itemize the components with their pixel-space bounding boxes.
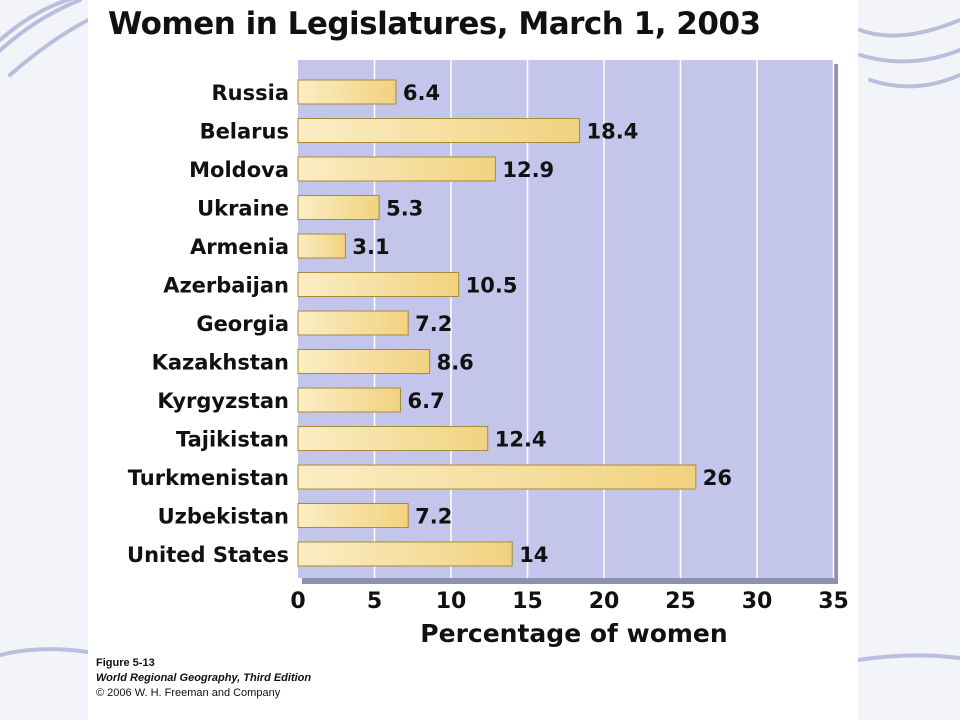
category-label-tajikistan: Tajikistan bbox=[176, 428, 289, 452]
x-tick-label-25: 25 bbox=[665, 589, 696, 614]
value-label-united-states: 14 bbox=[519, 543, 548, 567]
x-axis-label: Percentage of women bbox=[420, 619, 727, 648]
value-label-turkmenistan: 26 bbox=[703, 466, 732, 490]
x-tick-label-30: 30 bbox=[742, 589, 773, 614]
category-label-azerbaijan: Azerbaijan bbox=[163, 274, 289, 298]
gridlines bbox=[373, 60, 835, 578]
bar-kazakhstan bbox=[297, 349, 431, 374]
bar-tajikistan bbox=[297, 426, 489, 451]
category-label-ukraine: Ukraine bbox=[197, 197, 289, 221]
bar-armenia bbox=[297, 233, 346, 259]
bars bbox=[297, 79, 697, 567]
x-tick-label-10: 10 bbox=[436, 589, 467, 614]
value-label-azerbaijan: 10.5 bbox=[466, 274, 518, 298]
bar-kyrgyzstan bbox=[297, 387, 402, 413]
value-label-armenia: 3.1 bbox=[352, 235, 389, 259]
bar-uzbekistan bbox=[297, 503, 409, 528]
bar-united-states bbox=[297, 541, 513, 567]
category-label-turkmenistan: Turkmenistan bbox=[128, 466, 289, 490]
bar-russia bbox=[297, 79, 397, 105]
bar-chart: Russia Belarus Moldova Ukraine Armenia Azerba… bbox=[127, 60, 849, 648]
category-label-belarus: Belarus bbox=[200, 120, 289, 144]
x-tick-label-35: 35 bbox=[818, 589, 849, 614]
category-label-moldova: Moldova bbox=[189, 158, 289, 182]
category-label-kazakhstan: Kazakhstan bbox=[152, 351, 289, 375]
value-label-tajikistan: 12.4 bbox=[495, 428, 547, 452]
category-labels: Russia Belarus Moldova Ukraine Armenia Azerba… bbox=[127, 81, 289, 567]
bar-belarus bbox=[297, 118, 581, 143]
category-label-uzbekistan: Uzbekistan bbox=[158, 505, 289, 529]
value-label-ukraine: 5.3 bbox=[386, 197, 423, 221]
bar-moldova bbox=[297, 156, 496, 182]
figure-number: Figure 5-13 bbox=[96, 657, 155, 669]
value-label-georgia: 7.2 bbox=[415, 312, 452, 336]
value-label-belarus: 18.4 bbox=[587, 120, 639, 144]
x-tick-label-0: 0 bbox=[290, 589, 305, 614]
category-label-united-states: United States bbox=[127, 543, 289, 567]
bar-georgia bbox=[297, 310, 409, 336]
bar-azerbaijan bbox=[297, 272, 460, 297]
copyright: © 2006 W. H. Freeman and Company bbox=[96, 687, 281, 699]
book-title: World Regional Geography, Third Edition bbox=[96, 672, 312, 684]
x-tick-labels: 0 5 10 15 20 25 30 35 bbox=[290, 589, 848, 614]
bar-ukraine bbox=[297, 195, 380, 220]
x-tick-label-5: 5 bbox=[367, 589, 382, 614]
category-label-russia: Russia bbox=[212, 81, 290, 105]
x-tick-label-15: 15 bbox=[512, 589, 543, 614]
figure-credit: Figure 5-13 World Regional Geography, Th… bbox=[96, 656, 311, 701]
value-labels: 6.4 18.4 12.9 5.3 3.1 10.5 7.2 8.6 6.7 12.4 26 7.2 1… bbox=[352, 81, 732, 567]
category-label-georgia: Georgia bbox=[196, 312, 289, 336]
value-label-moldova: 12.9 bbox=[502, 158, 554, 182]
chart-title: Women in Legislatures, March 1, 2003 bbox=[108, 6, 761, 42]
bar-turkmenistan bbox=[297, 464, 697, 490]
value-label-uzbekistan: 7.2 bbox=[415, 505, 452, 529]
value-label-kyrgyzstan: 6.7 bbox=[408, 389, 445, 413]
category-label-armenia: Armenia bbox=[190, 235, 289, 259]
value-label-kazakhstan: 8.6 bbox=[437, 351, 474, 375]
x-tick-label-20: 20 bbox=[589, 589, 620, 614]
category-label-kyrgyzstan: Kyrgyzstan bbox=[157, 389, 289, 413]
value-label-russia: 6.4 bbox=[403, 81, 440, 105]
